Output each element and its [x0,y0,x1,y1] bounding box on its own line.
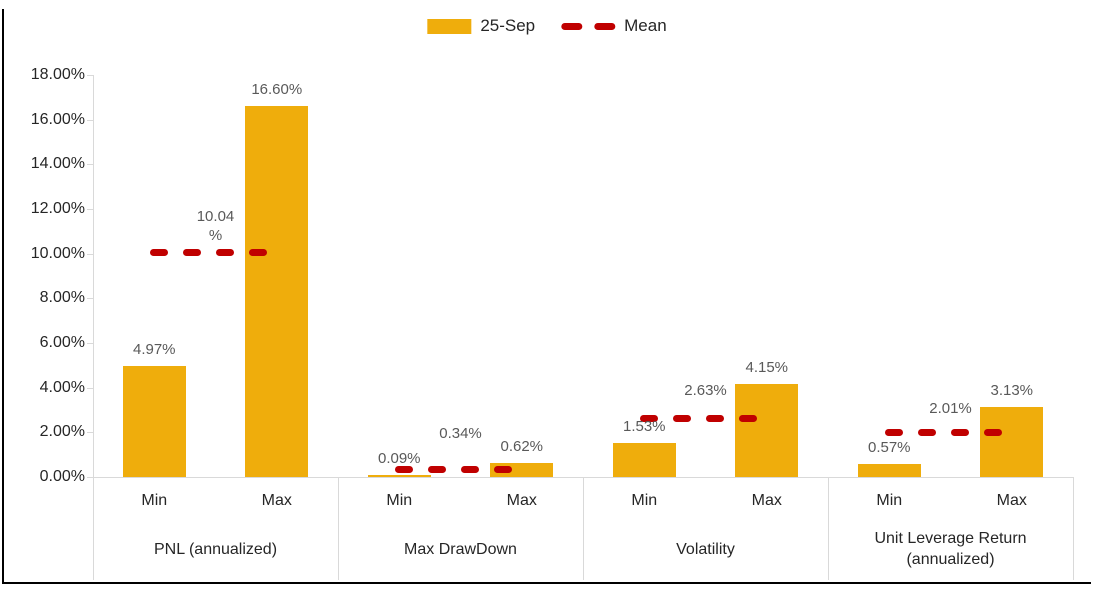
category-divider [1073,477,1074,580]
mean-dash-segment [951,428,970,436]
mean-dash-segment [673,414,692,422]
bar-value-label: 0.09% [377,449,421,467]
subcategory-label-min: Min [386,492,413,509]
mean-line [150,249,268,257]
y-axis-tick [87,119,93,121]
mean-dash-segment [249,249,268,257]
legend-item-bar-series: 25-Sep [427,16,535,36]
mean-value-label: 10.04% [196,207,235,244]
bar-value-label: 0.62% [500,438,544,456]
mean-dash-segment [885,428,904,436]
y-axis-tick [87,253,93,255]
legend-item-mean: Mean [561,16,667,36]
mean-line [640,414,758,422]
bar-series-swatch-icon [427,18,472,34]
subcategory-label-min: Min [631,492,658,509]
y-axis-tick [87,75,93,76]
dash-segment-icon [594,22,616,30]
bar-value-label: 4.15% [745,359,789,377]
category-label: PNL (annualized) [153,540,278,558]
mean-value-label: 2.63% [684,382,727,400]
bar-max [245,106,309,477]
category-divider [93,477,94,580]
y-axis-tick [87,298,93,300]
subcategory-label-max: Max [996,492,1027,509]
category-label: Unit Leverage Return (annualized) [874,530,1027,568]
y-axis-tick [87,387,93,389]
y-axis-label: 10.00% [30,244,85,262]
bar-value-label: 16.60% [251,81,303,99]
mean-dash-segment [216,249,235,257]
mean-dash-segment [640,414,659,422]
legend-label-bar-series: 25-Sep [480,16,536,35]
figure-border-bottom [2,582,1091,584]
y-axis-label: 6.00% [39,334,85,351]
mean-dash-segment [984,428,1003,436]
subcategory-label-max: Max [506,492,537,509]
subcategory-label-min: Min [876,492,903,509]
mean-dash-segment [183,249,202,257]
bar-value-label: 0.57% [867,439,911,457]
mean-dash-segment [494,465,513,473]
dashed-line-swatch-icon [561,22,616,30]
category-divider [583,477,584,580]
category-divider [828,477,829,580]
y-axis-label: 12.00% [30,200,85,217]
y-axis-label: 14.00% [30,155,85,173]
y-axis-tick [87,343,93,344]
bar-value-label: 3.13% [990,382,1034,400]
bar-max [980,407,1044,477]
subcategory-label-max: Max [261,492,292,509]
mean-value-label: 2.01% [929,400,972,418]
y-axis-label: 8.00% [39,289,85,307]
bar-value-label: 4.97% [132,341,176,358]
y-axis-line [93,75,94,477]
dash-segment-icon [561,22,583,30]
bar-min [367,474,431,477]
y-axis-tick [87,477,93,478]
mean-dash-segment [461,465,480,473]
mean-dash-segment [428,465,447,473]
bar-max [735,384,799,477]
chart-legend: 25-Sep Mean [427,16,667,36]
mean-dash-segment [706,414,725,422]
bar-min [122,366,186,477]
subcategory-label-min: Min [141,492,168,509]
y-axis-tick [87,209,93,210]
mean-dash-segment [395,465,414,473]
y-axis-label: 2.00% [39,423,85,441]
mean-value-label: 0.34% [439,425,482,443]
mean-dash-segment [918,428,937,436]
y-axis-label: 18.00% [30,66,85,83]
y-axis-label: 16.00% [30,110,85,128]
y-axis-label: 0.00% [39,468,85,485]
y-axis-tick [87,432,93,434]
category-label: Max DrawDown [404,540,517,558]
category-label: Volatility [676,540,735,558]
y-axis-tick [87,164,93,166]
figure-border-left [2,9,4,584]
legend-label-mean: Mean [624,16,667,35]
bar-min [612,442,676,477]
y-axis-label: 4.00% [39,378,85,396]
mean-dash-segment [739,414,758,422]
category-divider [338,477,339,580]
mean-line [885,428,1003,436]
subcategory-label-max: Max [751,492,782,509]
mean-line [395,465,513,473]
mean-dash-segment [150,249,169,257]
bar-min [857,464,921,477]
bar-value-label: 1.53% [622,417,666,435]
